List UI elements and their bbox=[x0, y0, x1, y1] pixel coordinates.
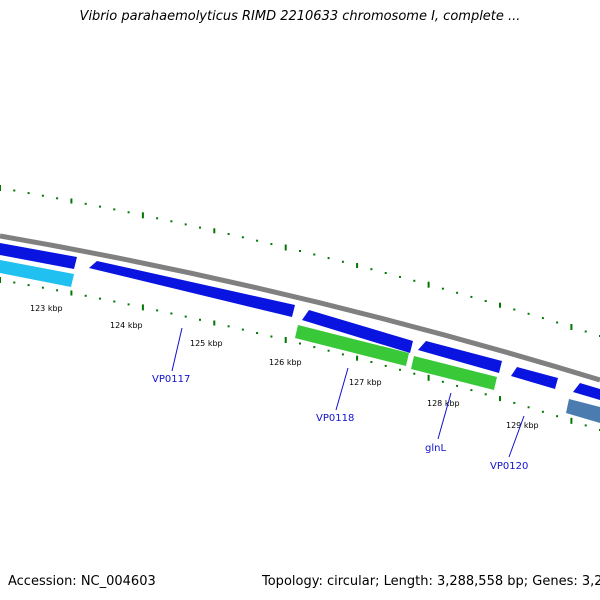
map-title: Vibrio parahaemolyticus RIMD 2210633 chr… bbox=[79, 9, 521, 24]
gene-arrow[interactable] bbox=[0, 243, 77, 269]
gene-arrow[interactable] bbox=[573, 383, 600, 400]
gene-label-leader bbox=[437, 392, 452, 440]
inner-tick-ring bbox=[0, 277, 600, 431]
axis-tick-label: 124 kbp bbox=[110, 321, 143, 330]
gene-arrow[interactable] bbox=[566, 399, 600, 423]
gene-arrow[interactable] bbox=[411, 356, 497, 390]
gene-label[interactable]: VP0117 bbox=[152, 374, 190, 385]
gene-arrow[interactable] bbox=[418, 341, 502, 373]
gene-label[interactable]: VP0120 bbox=[490, 461, 528, 472]
gene-arrow[interactable] bbox=[0, 260, 74, 287]
axis-tick-label: 125 kbp bbox=[190, 339, 223, 348]
axis-tick-label: 126 kbp bbox=[269, 358, 302, 367]
gene-label-leader bbox=[171, 327, 183, 372]
outer-tick-ring bbox=[0, 185, 600, 337]
gene-arrow[interactable] bbox=[295, 325, 409, 366]
axis-tick-label: 128 kbp bbox=[427, 399, 460, 408]
chromosome-backbone bbox=[0, 233, 600, 383]
gene-arrow[interactable] bbox=[511, 367, 558, 389]
accession-text: Accession: NC_004603 bbox=[8, 574, 156, 589]
gene-label[interactable]: VP0118 bbox=[316, 413, 354, 424]
gene-label-leader bbox=[335, 367, 349, 411]
gene-arrow[interactable] bbox=[302, 310, 413, 353]
axis-tick-label: 127 kbp bbox=[349, 378, 382, 387]
axis-tick-label: 129 kbp bbox=[506, 421, 539, 430]
gene-arrow[interactable] bbox=[89, 261, 295, 317]
gene-label-leader bbox=[508, 415, 525, 458]
genome-summary-text: Topology: circular; Length: 3,288,558 bp… bbox=[262, 574, 600, 589]
axis-tick-label: 123 kbp bbox=[30, 304, 63, 313]
gene-label[interactable]: glnL bbox=[425, 443, 446, 454]
